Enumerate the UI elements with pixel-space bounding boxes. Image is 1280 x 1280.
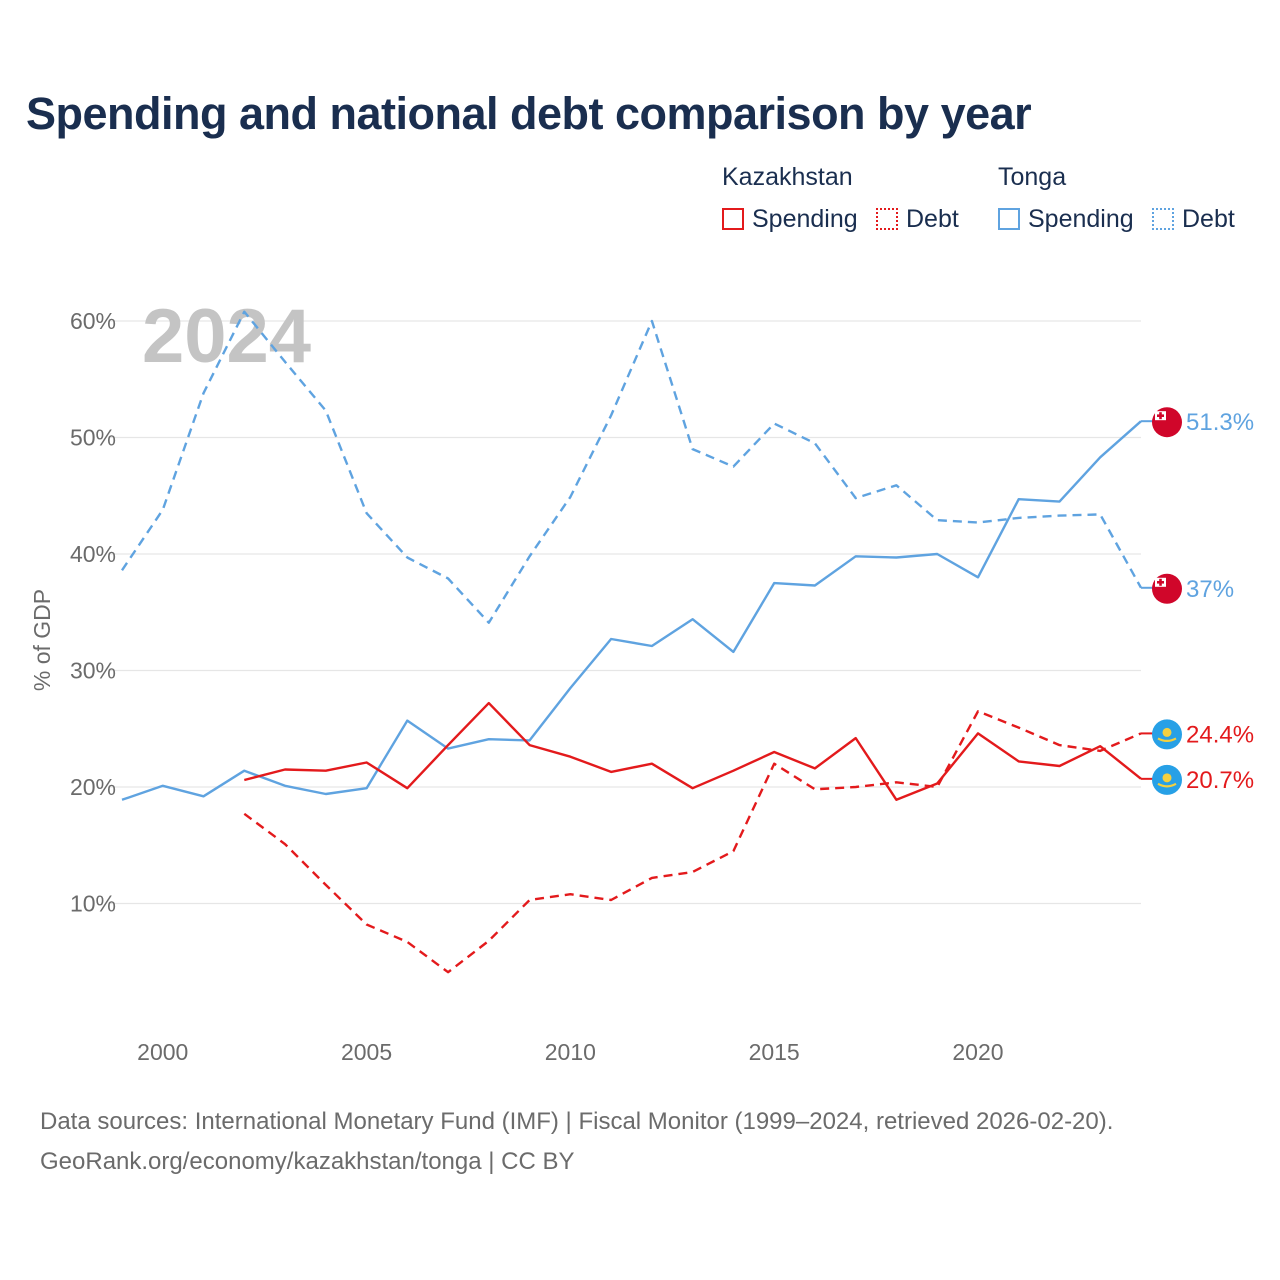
y-tick-label: 60% bbox=[70, 308, 116, 334]
tonga-flag-icon bbox=[1152, 573, 1182, 604]
legend-kazakhstan-debt[interactable]: Debt bbox=[876, 204, 959, 234]
legend-solid-swatch-icon bbox=[998, 208, 1020, 230]
series-line-kazakhstan-debt[interactable] bbox=[243, 710, 1142, 974]
legend-label: Spending bbox=[752, 204, 858, 233]
series-line-tonga-spending[interactable] bbox=[121, 420, 1142, 801]
y-tick-label: 20% bbox=[70, 774, 116, 800]
x-tick-label: 2005 bbox=[341, 1039, 392, 1065]
end-value-label: 51.3% bbox=[1186, 409, 1254, 436]
x-tick-label: 2010 bbox=[545, 1039, 596, 1065]
kazakhstan-flag-icon bbox=[1152, 719, 1182, 750]
legend-solid-swatch-icon bbox=[722, 208, 744, 230]
end-value-label: 24.4% bbox=[1186, 721, 1254, 748]
legend-label: Debt bbox=[1182, 204, 1235, 233]
chart-title: Spending and national debt comparison by… bbox=[26, 88, 1032, 139]
legend-tonga-spending[interactable]: Spending bbox=[998, 204, 1134, 234]
tonga-flag-icon bbox=[1152, 407, 1182, 438]
x-tick-label: 2000 bbox=[137, 1039, 188, 1065]
legend-label: Debt bbox=[906, 204, 959, 233]
y-tick-label: 40% bbox=[70, 541, 116, 567]
legend-group-kazakhstan: Kazakhstan bbox=[722, 163, 853, 191]
source-line-2[interactable]: GeoRank.org/economy/kazakhstan/tonga | C… bbox=[40, 1148, 575, 1175]
kazakhstan-flag-icon bbox=[1152, 764, 1182, 795]
year-watermark: 2024 bbox=[142, 294, 311, 379]
x-tick-label: 2015 bbox=[749, 1039, 800, 1065]
y-tick-label: 30% bbox=[70, 658, 116, 684]
y-tick-label: 50% bbox=[70, 425, 116, 451]
series-line-tonga-debt[interactable] bbox=[121, 310, 1143, 624]
legend-tonga-debt[interactable]: Debt bbox=[1152, 204, 1235, 234]
series-line-kazakhstan-spending[interactable] bbox=[244, 701, 1142, 801]
legend-label: Spending bbox=[1028, 204, 1134, 233]
end-value-label: 20.7% bbox=[1186, 767, 1254, 794]
source-line-1: Data sources: International Monetary Fun… bbox=[40, 1108, 1114, 1135]
x-tick-label: 2020 bbox=[952, 1039, 1003, 1065]
end-value-label: 37% bbox=[1186, 576, 1234, 603]
legend-group-tonga: Tonga bbox=[998, 163, 1067, 191]
y-axis-label: % of GDP bbox=[29, 589, 55, 691]
legend-dotted-swatch-icon bbox=[1152, 208, 1174, 230]
legend-kazakhstan-spending[interactable]: Spending bbox=[722, 204, 858, 234]
legend-dotted-swatch-icon bbox=[876, 208, 898, 230]
y-tick-label: 10% bbox=[70, 891, 116, 917]
